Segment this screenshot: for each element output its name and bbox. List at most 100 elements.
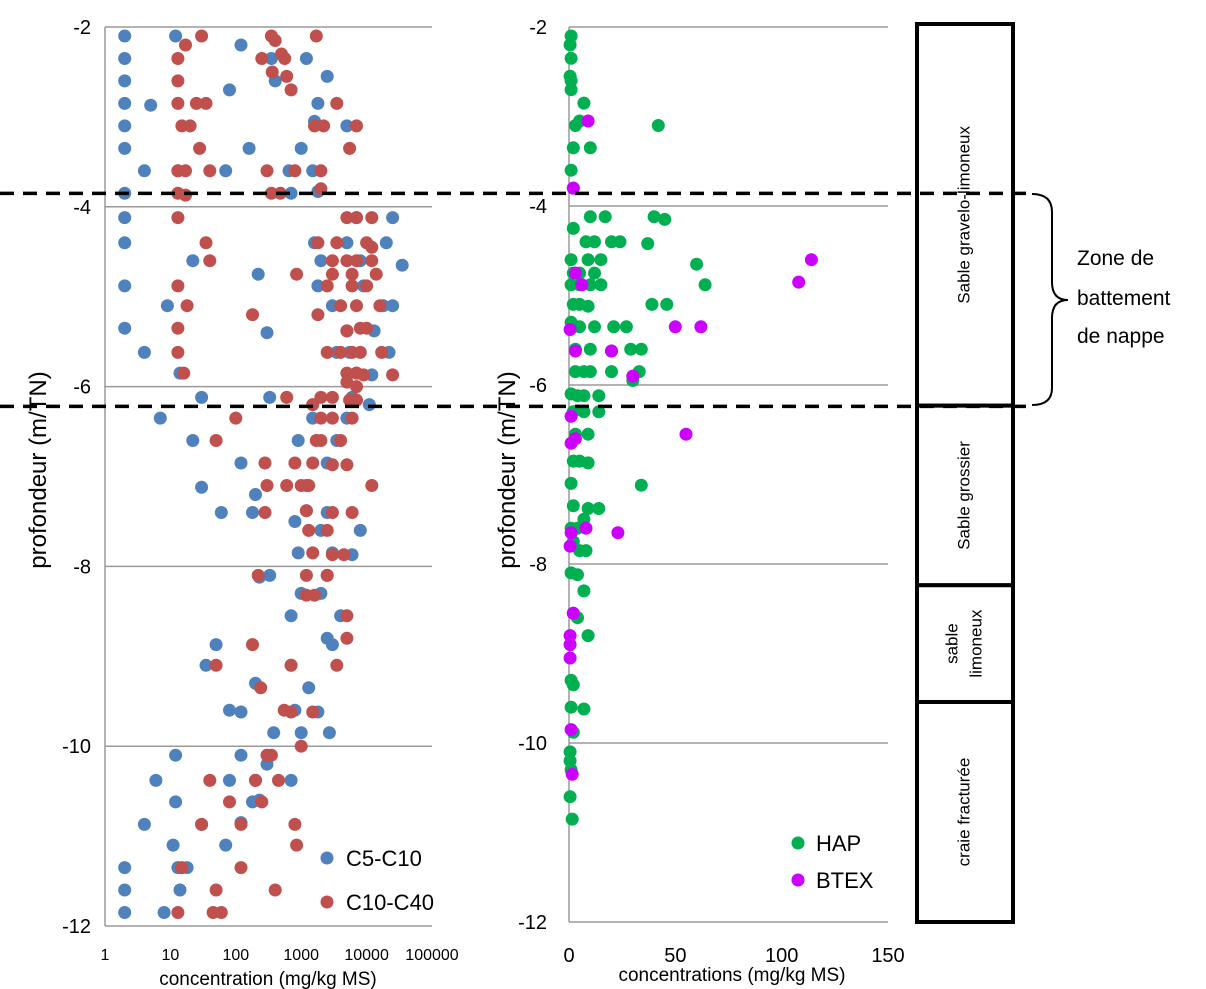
c10c40-point [177,366,191,380]
c10c40-point [350,119,363,133]
right-chart-x-tick-label: 0 [563,945,574,967]
hap-point [566,221,580,235]
c10c40-point [214,906,228,919]
c5c10-point [137,164,151,178]
c5c10-point [144,98,158,112]
c10c40-point [209,658,223,672]
left-chart-gridlines [105,26,432,747]
right-chart-legend: HAP BTEX [791,831,874,893]
hap-point [624,342,638,356]
c5c10-point [311,279,325,293]
c10c40-point [350,211,363,225]
btex-point [626,369,640,383]
c5c10-point [219,838,233,852]
right-chart-gridlines [569,26,888,744]
c10c40-point [171,321,185,335]
c5c10-point [118,883,132,897]
c10c40-point [317,119,331,133]
strat-layer-label: craie fracturée [954,758,973,867]
hap-point [577,96,591,110]
hap-point [583,210,597,224]
c10c40-point [280,390,294,404]
hap-point [698,278,712,292]
hap-point [563,790,577,804]
hap-point [645,297,659,311]
hap-point [660,297,674,311]
c10c40-point [260,479,274,492]
left-chart-legend: C5-C10 C10-C40 [320,846,434,915]
c5c10-point [234,705,248,719]
hap-point [592,405,606,419]
c10c40-point [308,119,321,133]
c10c40-point [171,74,185,88]
hap-point [563,745,577,759]
c10c40-point [302,479,316,492]
zone-annotation-line-3: de nappe [1077,325,1165,348]
hap-point [598,210,612,224]
btex-point [804,253,818,267]
c10c40-point [288,164,302,178]
c10c40-point [258,456,272,470]
hap-point [581,427,595,441]
c10c40-point [246,638,259,652]
c5c10-point [169,29,183,43]
hap-point [581,502,595,515]
c10c40-point [345,267,359,281]
c10c40-point [195,817,209,831]
c10c40-point [365,211,379,225]
c10c40-point [203,164,217,178]
hap-point [571,568,584,582]
btex-point [792,275,806,289]
btex-point [679,427,693,441]
c10c40-point [365,479,379,492]
c10c40-point [343,141,357,155]
c10c40-point [320,279,334,293]
c5c10-point [267,726,281,740]
btex-point [566,181,580,195]
c5c10-point [288,515,302,528]
c10c40-point [353,345,367,359]
c10c40-point [288,817,302,831]
left-chart: -2 -4 -6 -8 -10 -12 1 10 100 1000 10000 100000 pro… [25,17,459,989]
hap-point [651,119,665,132]
zone-annotation-line-2: battement [1077,287,1171,310]
c10c40-point [268,883,282,897]
c5c10-point [353,523,367,537]
c10c40-point [199,96,213,110]
c10c40-point [320,523,334,537]
c5c10-point [118,236,132,250]
c10c40-point [365,254,379,268]
c10c40-point [306,546,320,560]
c10c40-point [284,658,298,672]
c10c40-point [280,69,294,83]
c5c10-point [118,279,132,293]
c5c10-point [118,74,132,88]
c10c40-point [189,96,203,110]
btex-point [563,651,577,665]
hap-point [577,389,591,403]
c10c40-point [264,748,278,762]
hap-point [568,119,582,132]
c5c10-point [325,638,339,652]
hap-point [690,257,704,271]
c5c10-point [284,609,298,623]
c5c10-point [299,52,313,65]
c10c40-point [340,631,354,645]
hap-point [566,678,580,692]
c10c40-point [249,773,262,787]
hap-point [564,51,578,65]
c5c10-point [395,258,409,272]
c10c40-point [330,236,344,250]
btex-point [611,526,625,540]
right-chart-y-tick-label: -4 [529,196,547,218]
hap-point [588,320,601,334]
c10c40-point [264,186,278,200]
btex-point [563,323,577,336]
hap-point [613,235,627,249]
c10c40-point [171,906,185,919]
c5c10-point [284,186,298,200]
right-chart-y-tick-label: -6 [529,375,547,397]
c5c10-point [118,861,132,875]
hap-point [583,141,597,155]
c10c40-point [345,411,359,425]
